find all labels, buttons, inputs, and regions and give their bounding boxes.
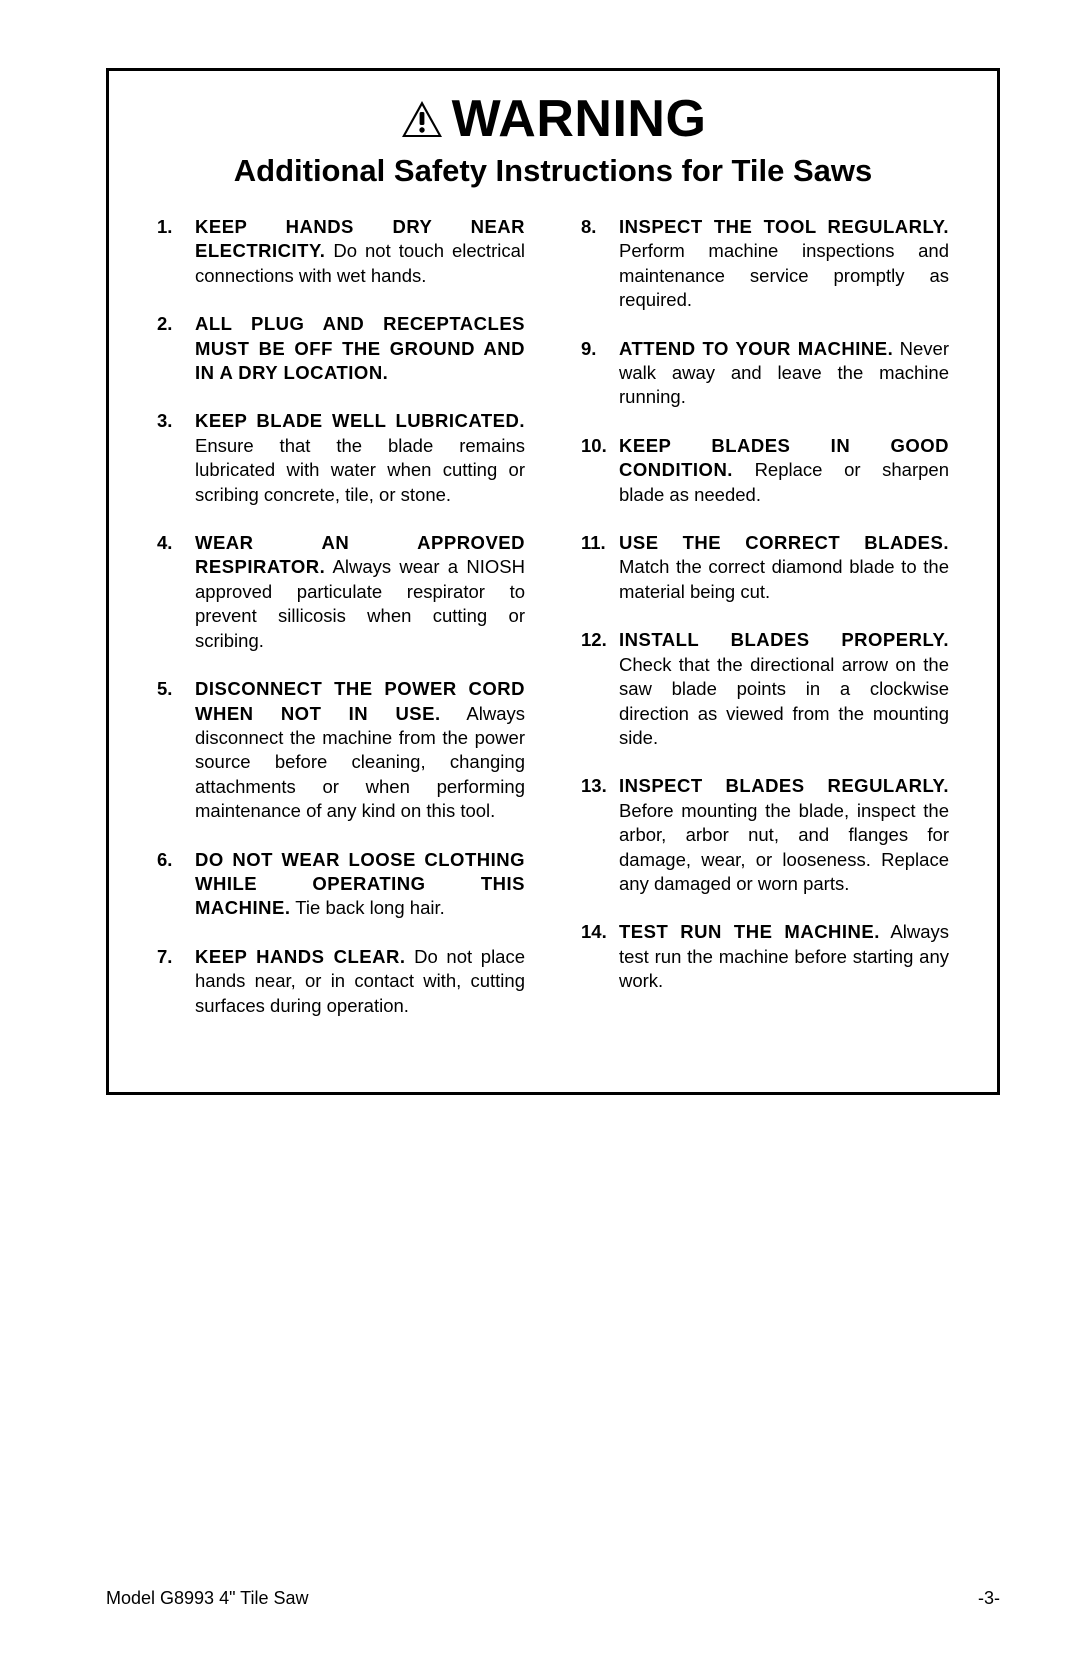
instruction-columns: 1.KEEP HANDS DRY NEAR ELECTRICITY. Do no… [157, 215, 949, 1042]
instruction-number: 8. [581, 215, 619, 313]
instruction-number: 10. [581, 434, 619, 507]
instruction-heading: TEST RUN THE MACHINE. [619, 921, 880, 942]
warning-triangle-icon [400, 99, 444, 139]
instruction-number: 1. [157, 215, 195, 288]
footer-page-number: -3- [978, 1588, 1000, 1609]
instruction-item: 13.INSPECT BLADES REGULARLY. Before moun… [581, 774, 949, 896]
instruction-number: 6. [157, 848, 195, 921]
instruction-item: 7.KEEP HANDS CLEAR. Do not place hands n… [157, 945, 525, 1018]
instruction-number: 12. [581, 628, 619, 750]
instruction-item: 12.INSTALL BLADES PROPERLY. Check that t… [581, 628, 949, 750]
instruction-heading: KEEP HANDS CLEAR. [195, 946, 405, 967]
instruction-text: WEAR AN APPROVED RESPIRATOR. Always wear… [195, 531, 525, 653]
left-column: 1.KEEP HANDS DRY NEAR ELECTRICITY. Do no… [157, 215, 525, 1042]
warning-header: WARNING [157, 89, 949, 149]
instruction-body: Match the correct diamond blade to the m… [619, 556, 949, 601]
right-column: 8.INSPECT THE TOOL REGULARLY. Perform ma… [581, 215, 949, 1042]
warning-box: WARNING Additional Safety Instructions f… [106, 68, 1000, 1095]
instruction-text: DISCONNECT THE POWER CORD WHEN NOT IN US… [195, 677, 525, 823]
instruction-item: 14.TEST RUN THE MACHINE. Always test run… [581, 920, 949, 993]
instruction-item: 1.KEEP HANDS DRY NEAR ELECTRICITY. Do no… [157, 215, 525, 288]
instruction-heading: INSPECT THE TOOL REGULARLY. [619, 216, 949, 237]
instruction-item: 9.ATTEND TO YOUR MACHINE. Never walk awa… [581, 337, 949, 410]
warning-title: WARNING [452, 89, 707, 149]
instruction-text: INSPECT THE TOOL REGULARLY. Perform mach… [619, 215, 949, 313]
instruction-text: INSTALL BLADES PROPERLY. Check that the … [619, 628, 949, 750]
page-footer: Model G8993 4" Tile Saw -3- [106, 1588, 1000, 1609]
instruction-item: 3.KEEP BLADE WELL LUBRICATED. Ensure tha… [157, 409, 525, 507]
instruction-text: KEEP BLADE WELL LUBRICATED. Ensure that … [195, 409, 525, 507]
instruction-number: 5. [157, 677, 195, 823]
instruction-text: TEST RUN THE MACHINE. Always test run th… [619, 920, 949, 993]
instruction-body: Before mounting the blade, inspect the a… [619, 800, 949, 894]
instruction-body: Ensure that the blade remains lubricated… [195, 435, 525, 505]
instruction-number: 11. [581, 531, 619, 604]
instruction-text: KEEP BLADES IN GOOD CONDITION. Replace o… [619, 434, 949, 507]
warning-header-inner: WARNING [400, 89, 707, 149]
instruction-number: 3. [157, 409, 195, 507]
instruction-number: 9. [581, 337, 619, 410]
instruction-number: 14. [581, 920, 619, 993]
instruction-body: Tie back long hair. [290, 897, 444, 918]
instruction-item: 11.USE THE CORRECT BLADES. Match the cor… [581, 531, 949, 604]
instruction-body: Perform machine inspections and maintena… [619, 240, 949, 310]
instruction-number: 2. [157, 312, 195, 385]
instruction-heading: INSTALL BLADES PROPERLY. [619, 629, 949, 650]
instruction-number: 4. [157, 531, 195, 653]
instruction-item: 6.DO NOT WEAR LOOSE CLOTHING WHILE OPERA… [157, 848, 525, 921]
manual-page: WARNING Additional Safety Instructions f… [0, 0, 1080, 1669]
instruction-heading: USE THE CORRECT BLADES. [619, 532, 949, 553]
instruction-text: KEEP HANDS DRY NEAR ELECTRICITY. Do not … [195, 215, 525, 288]
instruction-item: 8.INSPECT THE TOOL REGULARLY. Perform ma… [581, 215, 949, 313]
instruction-number: 7. [157, 945, 195, 1018]
instruction-text: INSPECT BLADES REGULARLY. Before mountin… [619, 774, 949, 896]
footer-model-text: Model G8993 4" Tile Saw [106, 1588, 309, 1609]
instruction-text: ATTEND TO YOUR MACHINE. Never walk away … [619, 337, 949, 410]
instruction-item: 10.KEEP BLADES IN GOOD CONDITION. Replac… [581, 434, 949, 507]
instruction-heading: ALL PLUG AND RECEPTACLES MUST BE OFF THE… [195, 313, 525, 383]
instruction-item: 4.WEAR AN APPROVED RESPIRATOR. Always we… [157, 531, 525, 653]
instruction-body: Check that the directional arrow on the … [619, 654, 949, 748]
instruction-item: 5.DISCONNECT THE POWER CORD WHEN NOT IN … [157, 677, 525, 823]
instruction-text: DO NOT WEAR LOOSE CLOTHING WHILE OPERATI… [195, 848, 525, 921]
instruction-heading: INSPECT BLADES REGULARLY. [619, 775, 949, 796]
instruction-text: KEEP HANDS CLEAR. Do not place hands nea… [195, 945, 525, 1018]
instruction-number: 13. [581, 774, 619, 896]
instruction-heading: ATTEND TO YOUR MACHINE. [619, 338, 893, 359]
instruction-item: 2.ALL PLUG AND RECEPTACLES MUST BE OFF T… [157, 312, 525, 385]
instruction-heading: KEEP BLADE WELL LUBRICATED. [195, 410, 525, 431]
instruction-text: ALL PLUG AND RECEPTACLES MUST BE OFF THE… [195, 312, 525, 385]
page-subtitle: Additional Safety Instructions for Tile … [157, 153, 949, 189]
instruction-text: USE THE CORRECT BLADES. Match the correc… [619, 531, 949, 604]
